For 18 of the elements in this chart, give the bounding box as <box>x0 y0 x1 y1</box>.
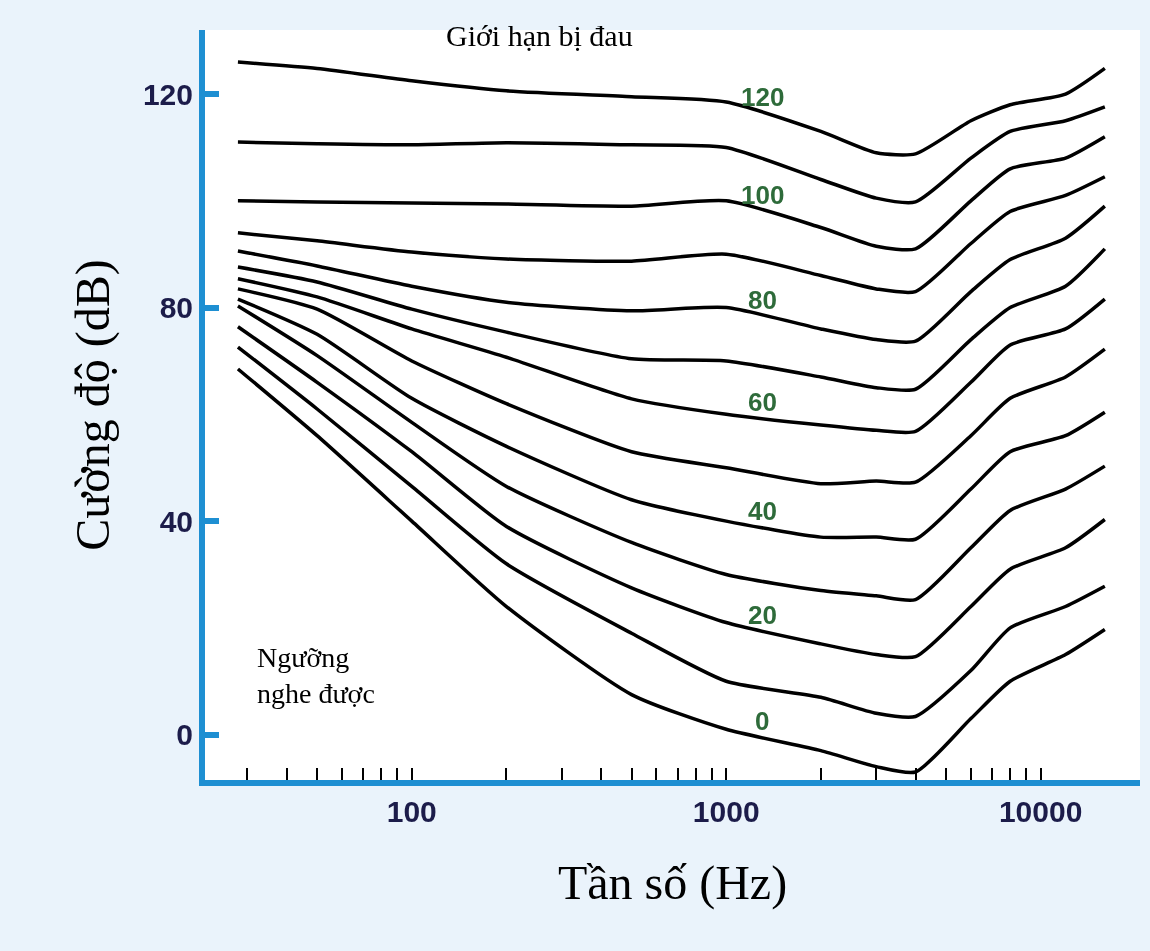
series-label: 120 <box>741 82 785 112</box>
y-axis-title: Cường độ (dB) <box>66 259 121 551</box>
x-tick-label: 100 <box>386 795 437 828</box>
y-tick-label: 120 <box>142 77 193 111</box>
y-tick-label: 80 <box>159 291 193 325</box>
annotation: Ngưỡng nghe được <box>257 642 375 710</box>
y-tick-label: 0 <box>176 718 193 752</box>
x-axis-title: Tần số (Hz) <box>557 855 788 910</box>
series-label: 60 <box>748 387 777 417</box>
series-label: 20 <box>748 600 777 630</box>
series-label: 80 <box>748 285 777 315</box>
series-label: 40 <box>748 496 777 526</box>
series-label: 100 <box>741 180 785 210</box>
y-tick-label: 40 <box>159 504 193 538</box>
series-label: 0 <box>755 706 770 736</box>
x-tick-label: 1000 <box>692 795 760 828</box>
x-tick-label: 10000 <box>998 795 1083 828</box>
annotation: Giới hạn bị đau <box>446 19 633 52</box>
